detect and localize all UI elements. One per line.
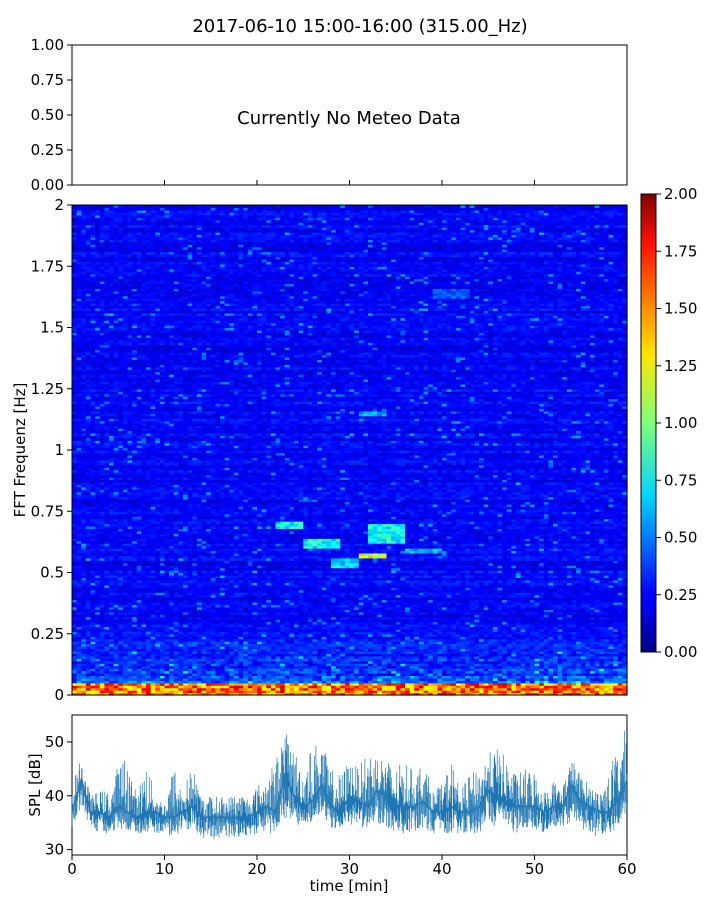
meteo-message: Currently No Meteo Data — [237, 108, 461, 129]
y-tick-label: 0.00 — [31, 176, 64, 194]
meteo-y-ticks: 0.00 0.25 0.50 0.75 1.00 — [31, 36, 72, 194]
y-tick-label: 0.75 — [31, 71, 64, 89]
y-tick-label: 0.50 — [31, 106, 64, 124]
spectrogram-heatmap — [72, 205, 628, 696]
y-tick-label: 0.25 — [31, 141, 64, 159]
figure-title: 2017-06-10 15:00-16:00 (315.00_Hz) — [192, 16, 527, 37]
y-tick-label: 1.00 — [31, 36, 64, 54]
meteo-panel: Currently No Meteo Data 0.00 0.25 0.50 0.75… — [31, 36, 627, 194]
